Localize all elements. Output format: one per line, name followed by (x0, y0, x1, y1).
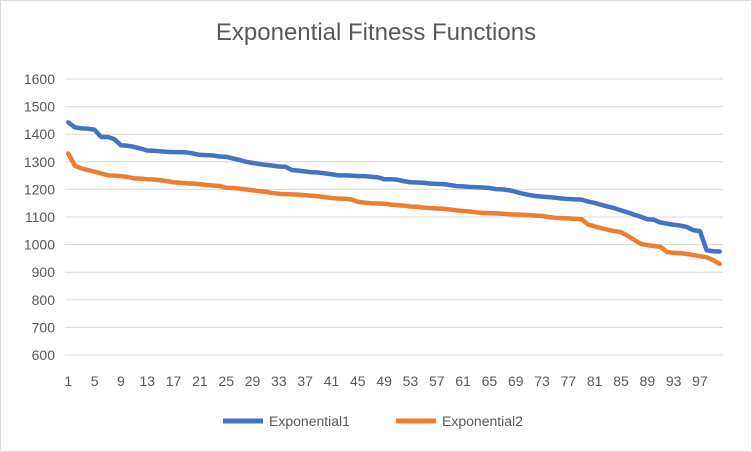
y-tick-label: 600 (32, 347, 56, 363)
y-tick-label: 1100 (25, 209, 55, 225)
legend: Exponential1 Exponential2 (223, 413, 523, 429)
x-tick-label: 73 (534, 373, 550, 389)
series-line-exponential1 (66, 120, 722, 254)
series-line-exponential2 (66, 151, 722, 267)
legend-label: Exponential1 (269, 413, 350, 429)
x-axis-tick-labels: 1 5 9 13 17 21 25 29 33 37 41 45 49 53 57 61 65 69 73 77 81 8… (64, 373, 708, 389)
y-tick-label: 900 (32, 264, 56, 280)
x-tick-label: 5 (91, 373, 99, 389)
y-axis-tick-labels: 600 700 800 900 1000 1100 1200 1300 1400 1500 1600 (24, 71, 55, 363)
x-tick-label: 33 (271, 373, 287, 389)
x-tick-label: 89 (640, 373, 656, 389)
x-tick-label: 21 (192, 373, 208, 389)
y-tick-label: 1600 (24, 71, 55, 87)
x-tick-label: 77 (561, 373, 577, 389)
x-tick-label: 81 (587, 373, 603, 389)
x-tick-label: 37 (297, 373, 313, 389)
x-tick-label: 1 (64, 373, 72, 389)
y-tick-label: 1300 (24, 154, 55, 170)
y-tick-label: 700 (32, 319, 56, 335)
y-tick-label: 1500 (24, 99, 55, 115)
y-tick-label: 1000 (24, 237, 55, 253)
x-tick-label: 57 (429, 373, 445, 389)
y-tick-label: 800 (32, 292, 56, 308)
series-lines (66, 120, 722, 267)
x-tick-label: 97 (692, 373, 708, 389)
x-tick-label: 53 (403, 373, 419, 389)
legend-label: Exponential2 (442, 413, 523, 429)
y-tick-label: 1200 (24, 181, 55, 197)
x-tick-label: 29 (245, 373, 261, 389)
x-tick-label: 85 (613, 373, 629, 389)
x-tick-label: 69 (508, 373, 524, 389)
x-tick-label: 25 (218, 373, 234, 389)
x-tick-label: 45 (350, 373, 366, 389)
x-tick-label: 93 (666, 373, 682, 389)
x-tick-label: 61 (455, 373, 471, 389)
x-tick-label: 41 (324, 373, 340, 389)
gridlines (65, 78, 723, 356)
x-tick-label: 65 (482, 373, 498, 389)
chart-title: Exponential Fitness Functions (215, 19, 537, 46)
y-tick-label: 1400 (24, 126, 55, 142)
x-tick-label: 13 (139, 373, 155, 389)
x-tick-label: 17 (166, 373, 182, 389)
x-tick-label: 49 (376, 373, 392, 389)
x-tick-label: 9 (117, 373, 125, 389)
